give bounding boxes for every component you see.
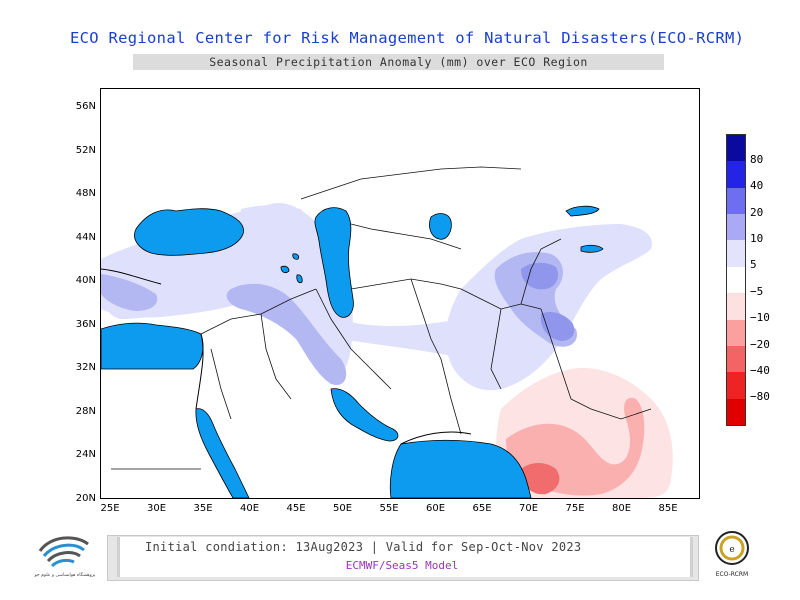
lon-label: 45E (286, 503, 306, 514)
lake-sevan (292, 253, 300, 260)
legend-swatch (727, 161, 745, 188)
lat-label: 36N (75, 318, 96, 330)
lon-label: 70E (518, 503, 539, 514)
legend-label: −5 (750, 284, 764, 298)
legend-swatch (727, 240, 745, 267)
lake-issyk-kul (580, 244, 604, 253)
research-institute-logo: پژوهشگاه هواشناسی و علوم جو (34, 536, 97, 578)
lat-label: 44N (75, 231, 96, 243)
map-canvas (101, 166, 673, 498)
caspian-sea (314, 207, 354, 318)
logo-right-caption: ECO-RCRM (716, 571, 748, 578)
legend-swatch (727, 293, 745, 320)
lon-label: 75E (565, 503, 585, 514)
lat-label: 48N (75, 188, 96, 199)
persian-gulf (330, 388, 399, 442)
map-subtitle: Seasonal Precipitation Anomaly (mm) over… (209, 55, 588, 69)
lon-label: 85E (658, 503, 678, 514)
svg-text:e: e (729, 545, 734, 555)
lon-label: 65E (472, 503, 492, 514)
lon-label: 50E (332, 503, 353, 514)
legend-label: 10 (750, 232, 764, 246)
legend-label: −80 (750, 390, 770, 404)
lon-label: 80E (611, 503, 632, 514)
legend-swatch (727, 214, 745, 241)
lon-label: 60E (425, 503, 446, 514)
legend-label: −20 (750, 337, 770, 351)
lon-label: 35E (193, 503, 213, 514)
footer-model-text: ECMWF/Seas5 Model (345, 559, 459, 572)
legend-label: 5 (750, 258, 757, 272)
lat-label: 52N (75, 144, 96, 156)
legend-swatch (727, 266, 745, 294)
footer-validity-text: Initial condiation: 13Aug2023 | Valid fo… (145, 540, 582, 554)
footer-inner (117, 537, 693, 577)
legend-label: 80 (750, 153, 764, 166)
logo-left-caption: پژوهشگاه هواشناسی و علوم جو (34, 571, 97, 578)
legend-swatch (727, 398, 745, 425)
lon-label: 55E (379, 503, 399, 514)
legend-label: 40 (750, 179, 764, 193)
legend-swatch (727, 372, 745, 399)
legend-label: −10 (750, 311, 770, 325)
lat-label: 24N (75, 449, 96, 460)
wet-anomaly-pamir (521, 262, 558, 290)
precipitation-map (100, 88, 700, 499)
legend-swatch (727, 319, 745, 346)
wet-anomaly-zagros (226, 283, 347, 385)
subtitle-bar (133, 54, 664, 70)
eco-rcrm-logo: e ECO-RCRM (715, 531, 749, 578)
lat-label: 32N (75, 362, 96, 373)
lake-van (280, 265, 290, 274)
lat-label: 28N (75, 405, 96, 417)
aral-sea (429, 213, 452, 240)
legend-label: −40 (750, 363, 770, 377)
legend-label: 20 (750, 205, 764, 219)
lat-label: 56N (75, 101, 96, 112)
coastline (101, 268, 472, 445)
lake-balkhash (565, 205, 600, 217)
country-borders (111, 166, 652, 470)
wet-anomaly-west-coast (101, 274, 158, 311)
arabian-sea (389, 439, 532, 498)
lon-label: 40E (239, 503, 260, 514)
dry-anomaly-sindh (521, 463, 560, 495)
red-sea (195, 408, 250, 498)
legend-colorbar (726, 134, 746, 426)
mediterranean-sea (101, 322, 204, 370)
lake-urmia (296, 274, 303, 283)
lon-label: 25E (100, 503, 120, 514)
legend-swatch (727, 135, 745, 162)
lat-label: 20N (75, 492, 96, 504)
lat-label: 40N (75, 275, 96, 286)
black-sea (134, 208, 244, 256)
lon-label: 30E (146, 503, 167, 514)
wet-anomaly-caucasus (240, 205, 302, 234)
legend-swatch (727, 187, 745, 215)
legend-swatch (727, 345, 745, 373)
map-title: ECO Regional Center for Risk Management … (70, 29, 745, 47)
